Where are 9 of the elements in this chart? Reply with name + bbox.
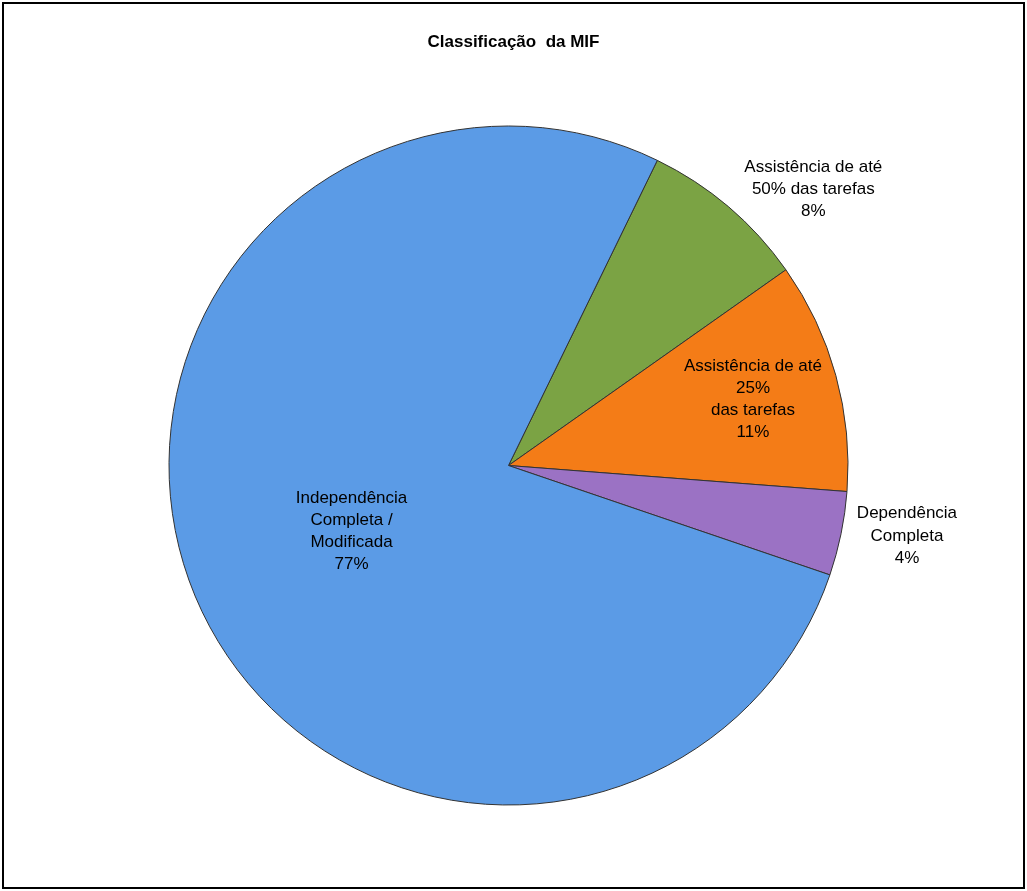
data-label: 11% (736, 421, 770, 441)
data-label: 77% (334, 554, 369, 574)
slice-label: Assistência de até 50% das tarefas (744, 157, 883, 199)
slice-label: Dependência Completa (856, 503, 958, 545)
data-label: 4% (894, 547, 920, 567)
data-label: 8% (801, 201, 826, 221)
slice-label: Assistência de até 25% das tarefas (684, 355, 822, 419)
slice-label: Independência Completa / Modificada (295, 488, 408, 552)
chart-title: Classificação da MIF (427, 31, 600, 51)
